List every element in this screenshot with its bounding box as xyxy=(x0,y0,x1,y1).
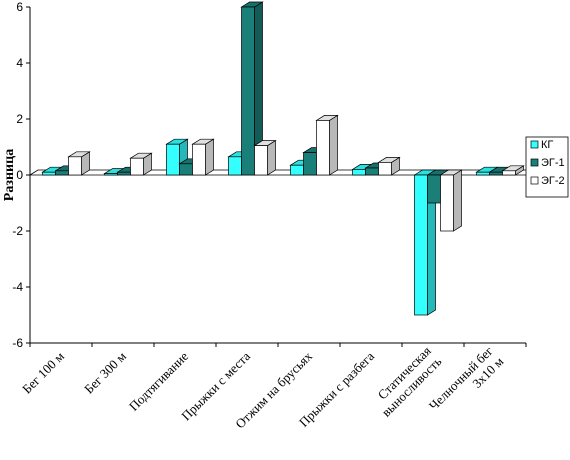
y-tick-label: -2 xyxy=(12,224,23,238)
x-tick-label: Бег 100 м xyxy=(19,349,67,397)
bar-7-series-1 xyxy=(413,169,437,316)
legend-swatch xyxy=(530,140,539,149)
bar-side xyxy=(267,139,276,176)
x-tick-label: Подтягивание xyxy=(126,348,191,413)
bar-front xyxy=(303,152,317,176)
bar-front xyxy=(117,171,131,176)
bar-front xyxy=(254,145,268,176)
bar-front xyxy=(476,171,490,176)
x-tick-label-line: Бег 300 м xyxy=(81,349,129,397)
bar-front xyxy=(241,6,255,176)
bar-front xyxy=(104,173,118,176)
legend: КГ ЭГ-1 ЭГ-2 xyxy=(525,136,569,198)
bar-1-series-3 xyxy=(67,151,91,176)
bar-front xyxy=(192,143,206,176)
legend-label: ЭГ-2 xyxy=(541,175,565,187)
x-tick-label: Бег 300 м xyxy=(81,349,129,397)
bar-front xyxy=(440,174,454,232)
y-tick-label: -6 xyxy=(12,336,23,350)
bar-7-series-3 xyxy=(439,169,463,232)
bar-side xyxy=(453,169,462,232)
legend-swatch xyxy=(530,158,539,167)
bar-6-series-3 xyxy=(377,156,401,176)
legend-item-3: ЭГ-2 xyxy=(530,175,565,187)
x-tick-label-line: Подтягивание xyxy=(126,348,191,413)
bar-front xyxy=(316,120,330,176)
legend-swatch xyxy=(530,176,539,185)
bar-8-series-3 xyxy=(501,165,525,176)
x-tick-label-line: Бег 100 м xyxy=(19,349,67,397)
y-tick-label: 4 xyxy=(16,56,23,70)
bar-front xyxy=(42,171,56,176)
bars xyxy=(41,1,525,316)
bar-front xyxy=(166,143,180,176)
y-tick-label: -4 xyxy=(12,280,23,294)
y-axis-label: Разница xyxy=(2,149,17,201)
bar-front xyxy=(130,157,144,176)
legend-item-1: КГ xyxy=(530,139,553,151)
bar-side xyxy=(205,138,214,176)
bar-front xyxy=(352,169,366,176)
y-tick-label: 0 xyxy=(16,168,23,182)
bar-front xyxy=(414,174,428,316)
bar-front xyxy=(55,170,69,176)
bar-front xyxy=(378,162,392,176)
y-tick-label: 2 xyxy=(16,112,23,126)
bar-5-series-3 xyxy=(315,114,339,176)
bar-2-series-3 xyxy=(129,152,153,176)
legend-label: ЭГ-1 xyxy=(541,157,565,169)
bar-front xyxy=(290,164,304,176)
bar-front xyxy=(365,167,379,176)
bar-front xyxy=(68,156,82,176)
bar-front xyxy=(427,174,441,204)
bar-4-series-3 xyxy=(253,139,277,176)
y-tick-label: 6 xyxy=(16,0,23,14)
bar-front xyxy=(489,171,503,176)
legend-label: КГ xyxy=(541,139,553,151)
bar-front xyxy=(502,170,516,176)
legend-item-2: ЭГ-1 xyxy=(530,157,565,169)
bar-front xyxy=(228,156,242,176)
x-tick-label: Челночный бег3х10 м xyxy=(426,343,506,423)
bar-4-series-2 xyxy=(240,1,264,176)
bar-front xyxy=(179,163,193,176)
bar-3-series-3 xyxy=(191,138,215,176)
bar-side xyxy=(329,114,338,176)
